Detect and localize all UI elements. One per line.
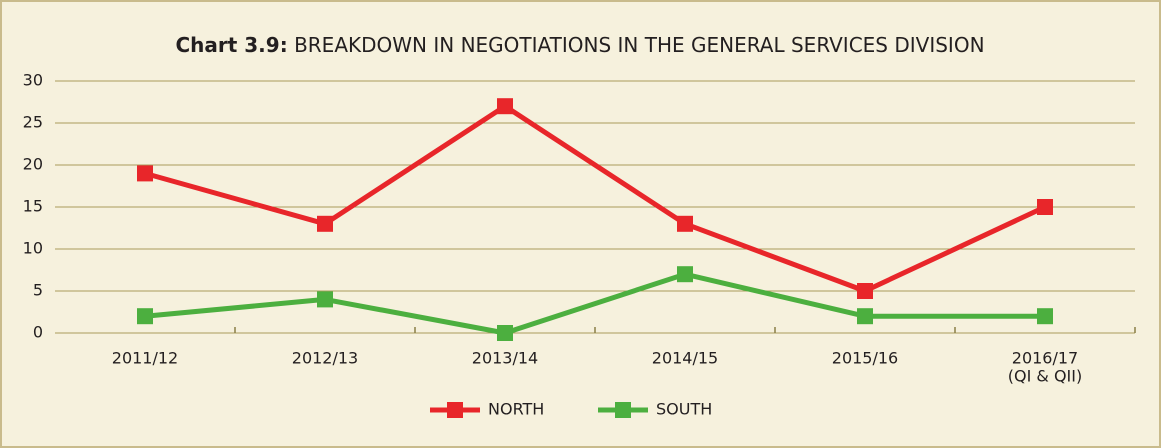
marker xyxy=(497,325,513,341)
legend-label: NORTH xyxy=(488,400,544,419)
y-tick-label: 30 xyxy=(23,71,43,90)
series-line xyxy=(144,271,1045,336)
title-label: Chart 3.9: xyxy=(175,33,287,57)
marker xyxy=(137,308,153,325)
marker xyxy=(857,283,873,299)
title-text: BREAKDOWN IN NEGOTIATIONS IN THE GENERAL… xyxy=(294,33,984,57)
chart-title: Chart 3.9: BREAKDOWN IN NEGOTIATIONS IN … xyxy=(175,33,984,57)
marker xyxy=(857,308,873,325)
marker xyxy=(1037,308,1053,325)
marker xyxy=(1037,199,1053,215)
x-tick-label: (QI & QII) xyxy=(1008,367,1082,386)
legend-marker xyxy=(615,402,631,418)
y-tick-label: 25 xyxy=(23,113,43,132)
x-tick-label: 2014/15 xyxy=(652,349,718,368)
marker xyxy=(497,98,513,115)
y-tick-label: 5 xyxy=(33,281,43,300)
marker xyxy=(677,266,693,283)
x-tick-label: 2012/13 xyxy=(292,349,358,368)
x-tick-label: 2011/12 xyxy=(112,349,178,368)
marker xyxy=(137,165,153,182)
legend-marker xyxy=(447,402,463,418)
y-tick-label: 15 xyxy=(23,197,43,216)
y-tick-label: 0 xyxy=(33,323,43,342)
marker xyxy=(317,215,333,232)
y-tick-label: 20 xyxy=(23,155,43,174)
series-line xyxy=(144,103,1047,294)
x-tick-label: 2013/14 xyxy=(472,349,538,368)
legend-label: SOUTH xyxy=(656,400,712,419)
x-tick-label: 2015/16 xyxy=(832,349,898,368)
y-tick-label: 10 xyxy=(23,239,43,258)
marker xyxy=(317,291,333,308)
x-tick-label: 2016/17 xyxy=(1012,349,1078,368)
marker xyxy=(677,215,693,232)
